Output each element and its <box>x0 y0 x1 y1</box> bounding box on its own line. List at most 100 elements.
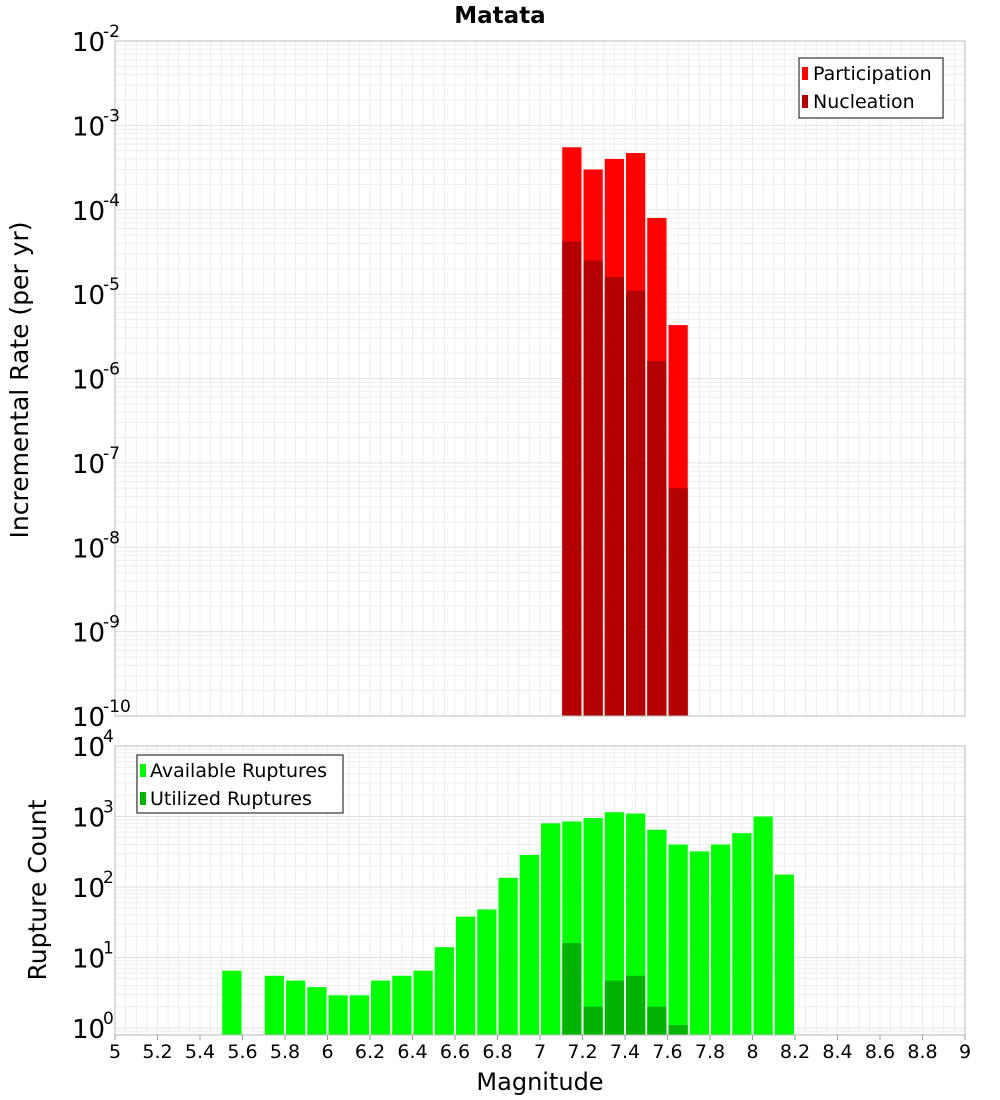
x-tick-label: 5.4 <box>185 1041 215 1063</box>
available-ruptures-bar <box>732 833 752 1035</box>
utilized-ruptures-bars <box>562 943 688 1035</box>
count-y-tick-exponent: 3 <box>103 797 114 817</box>
rate-y-tick-exponent: -6 <box>103 360 120 380</box>
count-y-tick-label: 10 <box>72 1015 105 1045</box>
count-y-tick-exponent: 0 <box>103 1009 114 1029</box>
available-ruptures-bar <box>222 970 242 1035</box>
available-ruptures-bar <box>371 980 391 1035</box>
count-y-tick-exponent: 4 <box>103 727 114 747</box>
utilized-ruptures-bar <box>583 1006 603 1035</box>
available-legend-label: Available Ruptures <box>150 760 327 782</box>
nucleation-bars <box>562 241 688 717</box>
nucleation-bar <box>583 260 603 716</box>
available-ruptures-bar <box>583 818 603 1035</box>
count-y-tick-label: 10 <box>72 874 105 904</box>
count-y-tick-label: 10 <box>72 803 105 833</box>
available-ruptures-bar <box>434 947 454 1035</box>
rate-y-tick-label: 10 <box>72 281 105 311</box>
participation-legend-swatch <box>802 67 808 80</box>
x-tick-label: 5.6 <box>227 1041 257 1063</box>
available-ruptures-bar <box>413 970 433 1035</box>
participation-legend-label: Participation <box>813 63 932 85</box>
rate-y-axis-label: Incremental Rate (per yr) <box>5 222 34 539</box>
available-ruptures-bar <box>774 874 794 1035</box>
available-ruptures-bar <box>711 844 731 1035</box>
count-legend: Available Ruptures Utilized Ruptures <box>136 754 344 814</box>
x-tick-label: 7.6 <box>652 1041 682 1063</box>
available-ruptures-bar <box>604 812 624 1035</box>
nucleation-bar <box>604 276 624 716</box>
rate-y-tick-exponent: -10 <box>103 697 131 717</box>
count-y-tick-exponent: 2 <box>103 868 114 888</box>
rate-y-tick-label: 10 <box>72 28 105 58</box>
rate-y-tick-label: 10 <box>72 366 105 396</box>
x-tick-label: 6 <box>321 1041 333 1063</box>
available-legend-swatch <box>140 764 146 777</box>
x-tick-label: 6.8 <box>482 1041 512 1063</box>
x-tick-label: 7.2 <box>567 1041 597 1063</box>
rate-legend-box <box>798 57 944 119</box>
count-y-tick-label: 10 <box>72 733 105 763</box>
available-ruptures-bar <box>647 829 667 1035</box>
x-tick-label: 7.4 <box>610 1041 640 1063</box>
rate-y-tick-exponent: -8 <box>103 528 120 548</box>
rate-y-tick-exponent: -4 <box>103 191 120 211</box>
available-ruptures-bar <box>477 909 497 1035</box>
x-tick-label: 7.8 <box>695 1041 725 1063</box>
count-y-tick-exponent: 1 <box>103 938 114 958</box>
x-tick-label: 8.4 <box>822 1041 852 1063</box>
available-ruptures-bar <box>349 995 369 1035</box>
x-tick-label: 7 <box>534 1041 546 1063</box>
utilized-ruptures-bar <box>562 943 582 1035</box>
x-tick-label: 5 <box>109 1041 121 1063</box>
available-ruptures-bar <box>456 916 476 1035</box>
available-ruptures-bar <box>392 975 412 1035</box>
nucleation-legend-swatch <box>802 95 808 108</box>
rate-y-tick-label: 10 <box>72 703 105 733</box>
rate-y-tick-exponent: -7 <box>103 444 120 464</box>
rate-plot-frame <box>114 40 966 717</box>
x-tick-label: 5.8 <box>270 1041 300 1063</box>
count-y-axis-label: Rupture Count <box>23 799 52 980</box>
available-ruptures-bar <box>328 995 348 1035</box>
available-ruptures-bar <box>498 877 518 1035</box>
x-tick-label: 6.4 <box>397 1041 427 1063</box>
nucleation-bar <box>647 361 667 716</box>
x-tick-label: 5.2 <box>142 1041 172 1063</box>
rate-y-tick-label: 10 <box>72 197 105 227</box>
x-tick-label: 8.6 <box>865 1041 895 1063</box>
x-tick-label: 8 <box>746 1041 758 1063</box>
nucleation-bar <box>562 241 582 717</box>
available-ruptures-bar <box>264 975 284 1035</box>
rate-y-tick-exponent: -9 <box>103 613 120 633</box>
nucleation-legend-label: Nucleation <box>813 91 915 113</box>
x-tick-label: 8.8 <box>907 1041 937 1063</box>
available-ruptures-bar <box>519 854 539 1035</box>
nucleation-bar <box>668 488 688 716</box>
x-tick-label: 8.2 <box>780 1041 810 1063</box>
available-ruptures-bar <box>307 987 327 1035</box>
x-tick-label: 9 <box>959 1041 971 1063</box>
rate-y-tick-exponent: -3 <box>103 106 120 126</box>
chart-title: Matata <box>454 3 545 29</box>
rate-y-tick-exponent: -5 <box>103 275 120 295</box>
utilized-legend-label: Utilized Ruptures <box>150 788 312 810</box>
rate-y-tick-label: 10 <box>72 534 105 564</box>
available-ruptures-bar <box>753 816 773 1035</box>
available-ruptures-bar <box>668 844 688 1035</box>
magnitude-x-axis-label: Magnitude <box>476 1068 603 1096</box>
utilized-legend-swatch <box>140 792 146 805</box>
magnitude-x-ticks: 5 5.2 5.4 5.6 5.8 6 6.2 6.4 6.6 6.8 7 7.2 7.4 7.6 7.8 8… <box>109 1035 971 1063</box>
rate-y-tick-label: 10 <box>72 619 105 649</box>
available-ruptures-bars <box>222 812 794 1035</box>
rate-legend: Participation Nucleation <box>798 57 944 119</box>
x-tick-label: 6.2 <box>355 1041 385 1063</box>
rate-y-tick-label: 10 <box>72 450 105 480</box>
utilized-ruptures-bar <box>647 1006 667 1035</box>
nucleation-bar <box>626 290 646 716</box>
